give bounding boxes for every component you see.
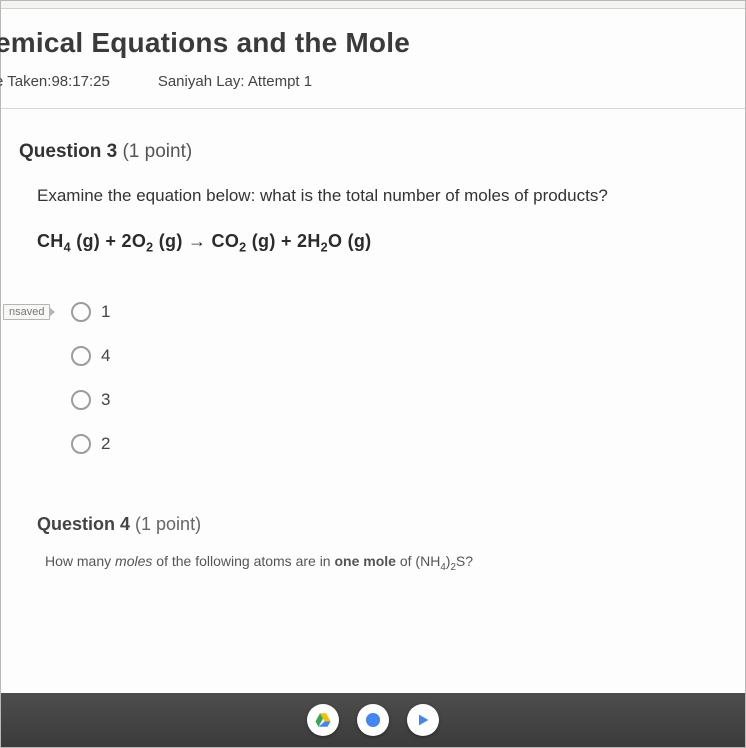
- drive-icon[interactable]: [307, 704, 339, 736]
- browser-chrome-strip: [1, 1, 745, 9]
- question-4-prompt: How many moles of the following atoms ar…: [37, 553, 719, 573]
- question-3-block: Question 3 (1 point) Examine the equatio…: [1, 109, 745, 466]
- question-3-equation: CH4 (g) + 2O2 (g) → CO2 (g) + 2H2O (g): [19, 231, 719, 255]
- option-row[interactable]: nsaved 1: [11, 290, 719, 334]
- question-3-options: nsaved 1 4 3 2: [11, 290, 719, 466]
- radio-icon[interactable]: [71, 302, 91, 322]
- option-label: 3: [101, 390, 110, 410]
- time-taken: e Taken:98:17:25: [0, 73, 110, 90]
- question-4-block: Question 4 (1 point) How many moles of t…: [1, 466, 745, 573]
- option-label: 2: [101, 434, 110, 454]
- option-row[interactable]: 2: [11, 422, 719, 466]
- page-title: emical Equations and the Mole: [0, 27, 745, 59]
- quiz-header: emical Equations and the Mole e Taken:98…: [1, 9, 745, 108]
- option-row[interactable]: 4: [11, 334, 719, 378]
- quiz-screen: emical Equations and the Mole e Taken:98…: [0, 0, 746, 748]
- chrome-icon[interactable]: [357, 704, 389, 736]
- unsaved-badge: nsaved: [3, 304, 50, 320]
- quiz-meta-row: e Taken:98:17:25 Saniyah Lay: Attempt 1: [0, 73, 745, 108]
- radio-icon[interactable]: [71, 434, 91, 454]
- question-3-heading: Question 3 (1 point): [19, 141, 719, 163]
- attempt-label: Saniyah Lay: Attempt 1: [158, 73, 312, 90]
- option-row[interactable]: 3: [11, 378, 719, 422]
- option-label: 4: [101, 346, 110, 366]
- option-label: 1: [101, 302, 110, 322]
- play-icon[interactable]: [407, 704, 439, 736]
- radio-icon[interactable]: [71, 346, 91, 366]
- question-4-heading: Question 4 (1 point): [37, 514, 719, 535]
- taskbar: [1, 693, 745, 747]
- radio-icon[interactable]: [71, 390, 91, 410]
- question-3-prompt: Examine the equation below: what is the …: [19, 183, 719, 209]
- content-area: emical Equations and the Mole e Taken:98…: [1, 9, 745, 573]
